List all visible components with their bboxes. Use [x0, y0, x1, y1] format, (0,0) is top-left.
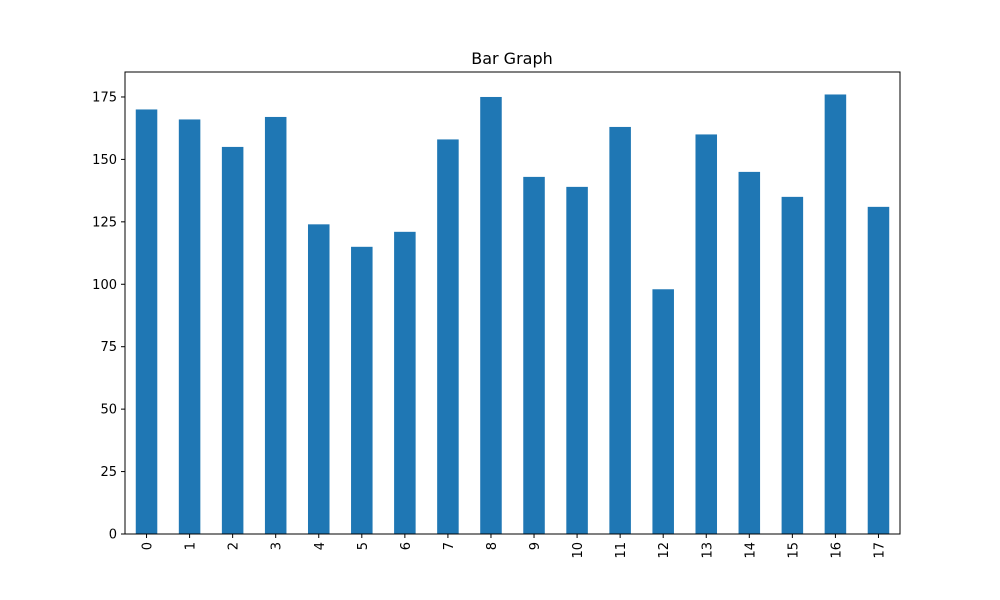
- bar-4: [307, 224, 330, 534]
- y-tick-label-0: 0: [109, 528, 117, 543]
- plot-frame: [124, 71, 901, 535]
- x-tick-label-12: 12: [657, 542, 672, 559]
- bar-12: [652, 289, 674, 534]
- y-axis: 0 25 50 75 100 125 150 175: [92, 90, 125, 543]
- x-tick-label-10: 10: [571, 542, 586, 559]
- y-tick-label-150: 150: [92, 153, 117, 168]
- x-tick-label-3: 3: [270, 542, 285, 550]
- x-tick-label-0: 0: [141, 542, 156, 550]
- bar-8: [480, 96, 502, 535]
- bar-13: [695, 134, 718, 534]
- x-tick-label-14: 14: [743, 542, 758, 559]
- bar-10: [566, 186, 588, 534]
- bar-9: [523, 176, 545, 535]
- x-tick-label-13: 13: [700, 542, 715, 559]
- x-tick-label-4: 4: [313, 542, 328, 550]
- y-tick-label-175: 175: [92, 90, 117, 105]
- x-axis: 0 1 2 3 4 5 6 7 8 9 10 11 12 13 14 15 16 17: [141, 534, 887, 559]
- x-tick-label-5: 5: [356, 542, 371, 550]
- y-tick-label-25: 25: [100, 465, 117, 480]
- x-tick-label-7: 7: [442, 542, 457, 550]
- x-tick-label-11: 11: [614, 542, 629, 559]
- x-tick-label-2: 2: [227, 542, 242, 550]
- bar-1: [178, 119, 201, 535]
- y-tick-label-100: 100: [92, 278, 117, 293]
- bar-0: [135, 109, 158, 534]
- x-tick-label-15: 15: [786, 542, 801, 559]
- x-tick-label-9: 9: [528, 542, 543, 550]
- bar-14: [738, 171, 761, 534]
- x-tick-label-8: 8: [485, 542, 500, 550]
- bar-16: [824, 94, 847, 534]
- bar-17: [867, 206, 890, 534]
- bar-5: [351, 246, 373, 535]
- y-tick-label-75: 75: [100, 340, 117, 355]
- bar-11: [609, 126, 631, 534]
- x-tick-label-17: 17: [872, 542, 887, 559]
- x-tick-label-6: 6: [399, 542, 414, 550]
- bar-6: [394, 231, 416, 534]
- bar-7: [437, 139, 459, 534]
- x-tick-label-16: 16: [829, 542, 844, 559]
- bars-group: [135, 94, 890, 535]
- y-tick-label-50: 50: [100, 403, 117, 418]
- bar-15: [781, 196, 804, 534]
- x-tick-label-1: 1: [184, 542, 199, 550]
- bar-3: [264, 116, 287, 534]
- chart-title: Bar Graph: [471, 49, 553, 68]
- y-tick-label-125: 125: [92, 215, 117, 230]
- bar-2: [221, 146, 244, 534]
